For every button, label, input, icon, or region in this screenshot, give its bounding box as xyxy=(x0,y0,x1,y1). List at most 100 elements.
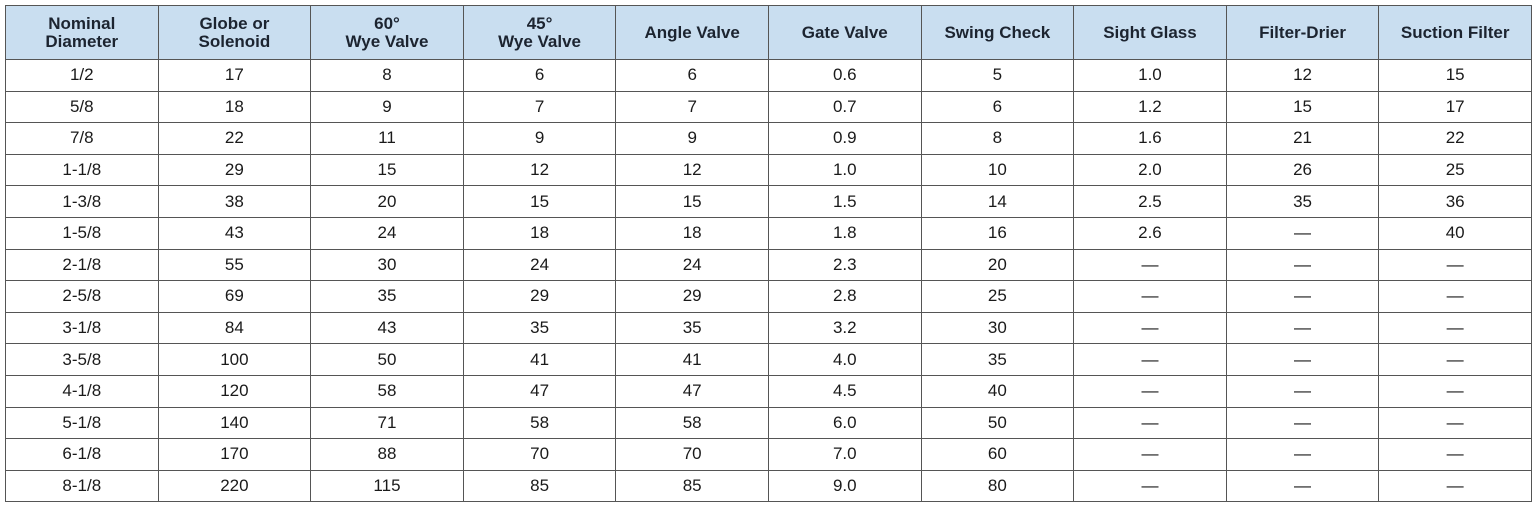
table-cell: 40 xyxy=(920,374,1075,408)
table-cell: 1.2 xyxy=(1073,90,1227,124)
header-text: 45° xyxy=(526,13,553,33)
table-cell: 15 xyxy=(310,153,464,187)
table-cell: 2.6 xyxy=(1073,216,1227,250)
table-cell: 1.5 xyxy=(767,185,922,218)
table-cell: 22 xyxy=(157,122,312,155)
table-cell: 0.9 xyxy=(767,122,922,155)
table-cell: 2.8 xyxy=(767,280,922,313)
table-cell: — xyxy=(1073,311,1227,345)
table-cell: 80 xyxy=(920,469,1075,503)
table-body: 1/2 17 8 6 6 0.6 5 1.0 12 15 5/8 18 9 7 7 0.7 6 1.2 15 17 7/… xyxy=(5,59,1532,503)
table-cell: 84 xyxy=(157,311,312,345)
header-text: Filter-Drier xyxy=(1259,22,1346,42)
table-cell: 12 xyxy=(462,153,617,187)
table-cell: 2.5 xyxy=(1073,185,1227,218)
header-cell: Filter-Drier xyxy=(1225,5,1380,60)
table-cell: — xyxy=(1378,438,1532,471)
table-cell: 1.8 xyxy=(767,216,922,250)
table-cell: 43 xyxy=(310,311,464,345)
header-text: Diameter xyxy=(45,31,119,51)
data-table: Nominal Diameter Globe or Solenoid 60° Wye Va… xyxy=(5,5,1532,503)
table-cell: 220 xyxy=(157,469,312,503)
table-row: 4-1/8 120 58 47 47 4.5 40— — — xyxy=(5,374,1532,408)
table-cell: 50 xyxy=(920,406,1075,440)
table-cell: 0.6 xyxy=(767,59,922,92)
table-cell: 25 xyxy=(920,280,1075,313)
table-cell: 22 xyxy=(1378,122,1532,155)
table-cell: 1.0 xyxy=(1073,59,1227,92)
table-cell: 15 xyxy=(1378,59,1532,92)
table-cell: 38 xyxy=(157,185,312,218)
header-text: 60° xyxy=(374,13,400,33)
table-cell: — xyxy=(1225,406,1380,440)
table-cell: 24 xyxy=(462,248,617,282)
header-text: Angle Valve xyxy=(644,22,740,42)
table-row: 3-5/8 100 50 41 41 4.0 35— — — xyxy=(5,343,1532,376)
table-cell: 50 xyxy=(310,343,464,376)
header-cell: Angle Valve xyxy=(615,5,769,60)
table-cell: 35 xyxy=(1225,185,1380,218)
table-cell: 35 xyxy=(920,343,1075,376)
table-cell: 85 xyxy=(462,469,617,503)
table-cell: 18 xyxy=(462,216,617,250)
table-cell: — xyxy=(1225,248,1380,282)
table-cell: 100 xyxy=(157,343,312,376)
table-cell: 29 xyxy=(462,280,617,313)
table-cell: 3.2 xyxy=(767,311,922,345)
table-cell: 20 xyxy=(310,185,464,218)
header-cell: Suction Filter xyxy=(1378,5,1532,60)
table-cell: 1.0 xyxy=(767,153,922,187)
table-cell: — xyxy=(1073,406,1227,440)
table-row: 1/2 17 8 6 6 0.6 5 1.0 12 15 xyxy=(5,59,1532,92)
header-cell: Nominal Diameter xyxy=(5,5,159,60)
table-cell: 2-1/8 xyxy=(5,248,159,282)
header-text: Nominal xyxy=(48,13,116,33)
table-row: 3-1/8 84 43 35 35 3.2 30— — — xyxy=(5,311,1532,345)
table-cell: 43 xyxy=(157,216,312,250)
table-cell: 29 xyxy=(157,153,312,187)
table-cell: — xyxy=(1073,280,1227,313)
table-cell: 18 xyxy=(615,216,769,250)
table-cell: 4.0 xyxy=(767,343,922,376)
table-cell: 16 xyxy=(920,216,1075,250)
table-cell: 15 xyxy=(462,185,617,218)
table-cell: 58 xyxy=(462,406,617,440)
table-cell: 88 xyxy=(310,438,464,471)
table-cell: — xyxy=(1225,280,1380,313)
table-cell: 35 xyxy=(615,311,769,345)
table-row: 2-5/8 69 35 29 29 2.8 25— — — xyxy=(5,280,1532,313)
table-cell: — xyxy=(1073,374,1227,408)
table-cell: 170 xyxy=(157,438,312,471)
table-cell: 29 xyxy=(615,280,769,313)
header-text: Wye Valve xyxy=(345,31,429,51)
table-cell: 30 xyxy=(920,311,1075,345)
table-cell: 10 xyxy=(920,153,1075,187)
table-cell: — xyxy=(1225,469,1380,503)
header-cell: Swing Check xyxy=(920,5,1075,60)
table-row: 6-1/8 170 88 70 70 7.0 60— — — xyxy=(5,438,1532,471)
table-cell: 15 xyxy=(615,185,769,218)
table-cell: 41 xyxy=(615,343,769,376)
table-cell: — xyxy=(1378,406,1532,440)
table-cell: — xyxy=(1073,248,1227,282)
table-cell: 1-3/8 xyxy=(5,185,159,218)
table-cell: 6 xyxy=(615,59,769,92)
table-cell: 12 xyxy=(615,153,769,187)
table-cell: 17 xyxy=(1378,90,1532,124)
table-cell: — xyxy=(1378,469,1532,503)
table-cell: 2-5/8 xyxy=(5,280,159,313)
table-cell: 18 xyxy=(157,90,312,124)
table-cell: 5-1/8 xyxy=(5,406,159,440)
header-cell: 45° Wye Valve xyxy=(462,5,617,60)
table-cell: 115 xyxy=(310,469,464,503)
table-cell: 36 xyxy=(1378,185,1532,218)
table-cell: 6 xyxy=(462,59,617,92)
table-cell: 24 xyxy=(310,216,464,250)
table-row: 5/8 18 9 7 7 0.7 6 1.2 15 17 xyxy=(5,90,1532,124)
table-cell: — xyxy=(1378,248,1532,282)
table-cell: 35 xyxy=(462,311,617,345)
table-cell: — xyxy=(1225,438,1380,471)
table-cell: 1/2 xyxy=(5,59,159,92)
table-cell: 9 xyxy=(462,122,617,155)
